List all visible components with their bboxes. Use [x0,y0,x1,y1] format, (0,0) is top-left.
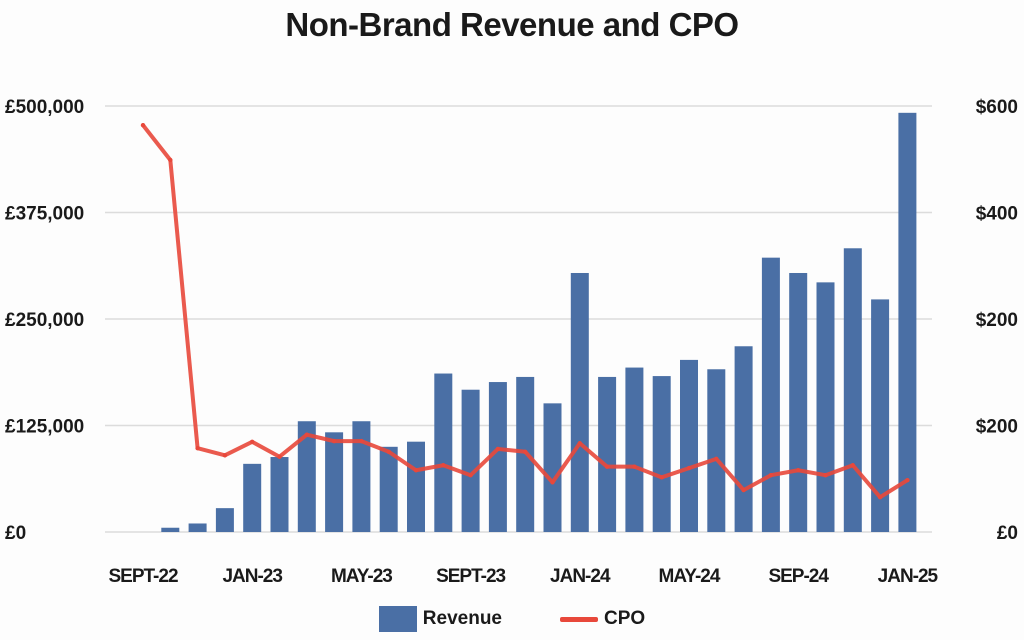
revenue-bar [461,389,480,532]
revenue-bar [761,257,780,532]
revenue-bar [871,299,890,532]
revenue-bar [652,376,671,532]
x-tick-label: JAN-25 [878,566,939,587]
cpo-point [796,468,801,473]
cpo-point [823,473,828,478]
left-tick-label: £500,000 [5,97,84,118]
cpo-point [222,453,228,458]
right-tick-label: £0 [997,523,1018,544]
revenue-bar [243,463,262,532]
cpo-point [331,438,337,444]
x-tick-label: SEPT-23 [436,566,505,587]
revenue-bar [297,421,316,532]
cpo-point [304,432,309,437]
legend-label-revenue: Revenue [422,608,502,629]
left-tick-label: £125,000 [5,417,84,438]
revenue-bar [434,373,453,532]
x-tick-label: MAY-24 [659,566,721,587]
right-tick-label: $400 [976,204,1018,225]
cpo-point [550,480,555,485]
cpo-point [140,122,146,128]
cpo-point [277,454,282,459]
revenue-bar [625,367,644,532]
x-tick-label: JAN-24 [550,566,611,587]
revenue-bar [215,508,234,532]
legend-label-cpo: CPO [604,608,646,629]
revenue-bar [352,421,371,532]
cpo-point [850,463,855,468]
revenue-bar [325,432,344,532]
legend-swatch-revenue [378,606,417,632]
right-tick-label: $200 [976,310,1018,331]
revenue-bar [680,359,698,532]
revenue-bar [707,369,726,532]
cpo-point [359,438,364,444]
x-tick-label: MAY-23 [331,566,392,587]
right-tick-label: $200 [976,417,1018,438]
cpo-point [195,446,200,451]
cpo-point [577,441,582,446]
revenue-bar [188,523,207,532]
cpo-point [768,473,774,478]
cpo-point [714,456,719,462]
revenue-bar [543,403,562,532]
cpo-point [905,477,910,483]
x-tick-label: SEPT-22 [108,566,177,587]
cpo-point [877,495,883,500]
cpo-point [413,468,419,473]
legend: Revenue CPO [0,606,1024,632]
cpo-point [495,446,501,452]
cpo-point [659,475,664,480]
cpo-point [468,473,473,478]
legend-swatch-cpo [560,616,598,622]
revenue-bar [734,346,753,532]
x-tick-label: JAN-23 [222,566,282,587]
legend-item-revenue: Revenue [378,606,502,632]
revenue-bar [598,376,617,532]
revenue-bar [843,248,862,532]
cpo-point [250,439,255,445]
cpo-point [686,465,692,471]
revenue-bar [407,441,425,532]
cpo-point [632,464,637,469]
revenue-bar [379,446,398,532]
cpo-point [523,449,528,454]
revenue-bar [898,112,917,532]
revenue-bar [789,272,808,532]
revenue-bar [816,282,835,532]
cpo-point [386,449,391,454]
legend-item-cpo: CPO [560,606,645,632]
right-tick-label: $600 [976,97,1018,118]
left-tick-label: £250,000 [5,310,84,331]
revenue-bar [488,382,507,532]
x-tick-label: SEP-24 [768,566,829,587]
left-tick-label: £0 [5,523,26,544]
cpo-point [168,157,173,163]
cpo-point [441,463,446,468]
revenue-bar [161,527,180,532]
revenue-bar [570,272,589,532]
revenue-bar [270,457,289,532]
cpo-point [741,487,746,493]
chart-title: Non-Brand Revenue and CPO [285,6,739,43]
cpo-point [604,464,610,469]
left-tick-label: £375,000 [5,204,84,225]
